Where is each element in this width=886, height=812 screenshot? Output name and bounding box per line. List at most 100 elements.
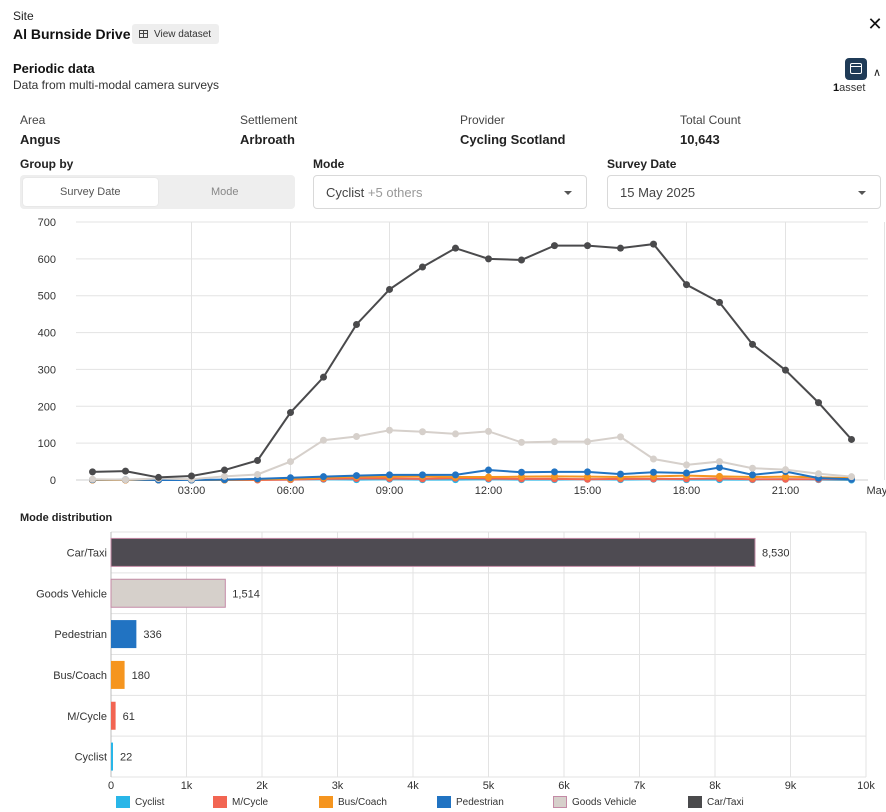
x-tick-label: 09:00 — [376, 485, 404, 497]
meta-key: Area — [20, 113, 46, 127]
x-tick-label: 6k — [558, 780, 570, 792]
mode-select[interactable]: Cyclist +5 others — [313, 175, 587, 209]
bar — [111, 742, 113, 771]
bar — [111, 620, 137, 649]
mode-label: Mode — [313, 157, 345, 171]
data-point — [617, 433, 624, 441]
legend-item[interactable]: Pedestrian — [437, 796, 504, 808]
mode-value: Cyclist — [326, 184, 365, 200]
series-line — [92, 429, 852, 481]
x-tick-label: 18:00 — [673, 485, 701, 497]
data-point — [485, 255, 492, 263]
data-point — [617, 244, 624, 252]
data-point — [89, 468, 96, 476]
data-point — [320, 473, 327, 481]
category-label: Pedestrian — [54, 629, 107, 641]
value-label: 61 — [123, 711, 135, 723]
data-point — [452, 244, 459, 252]
data-point — [419, 428, 426, 436]
data-point — [848, 473, 855, 481]
value-label: 22 — [120, 752, 132, 764]
x-tick-label: 1k — [181, 780, 193, 792]
legend-item[interactable]: Car/Taxi — [688, 796, 744, 808]
survey-date-value: 15 May 2025 — [620, 184, 696, 200]
data-point — [848, 435, 855, 443]
meta-value: Angus — [20, 132, 61, 147]
value-label: 8,530 — [762, 547, 790, 559]
group-by-mode[interactable]: Mode — [210, 186, 239, 198]
data-point — [518, 256, 525, 264]
data-point — [716, 472, 723, 480]
view-dataset-button[interactable]: View dataset — [132, 24, 220, 44]
legend-label: Cyclist — [135, 796, 165, 808]
site-label: Site — [13, 9, 34, 23]
asset-count[interactable]: 1asset — [833, 82, 865, 94]
legend-label: Pedestrian — [456, 796, 504, 808]
x-tick-label: 12:00 — [475, 485, 503, 497]
data-point — [386, 285, 393, 293]
x-tick-label: 10k — [857, 780, 875, 792]
data-point — [815, 399, 822, 407]
group-by-label: Group by — [20, 157, 74, 171]
calendar-asset-icon[interactable] — [845, 58, 867, 80]
data-point — [89, 475, 96, 483]
data-point — [386, 471, 393, 479]
bar — [110, 537, 756, 567]
data-point — [782, 366, 789, 374]
data-point — [287, 409, 294, 417]
legend-item[interactable]: Bus/Coach — [319, 796, 387, 808]
mode-distribution-chart: 0 1k 2k 3k 4k 5k 6k 7k 8k 9k 10k Car/Taxi 8,530 Goods… — [36, 531, 875, 792]
legend-swatch — [213, 796, 227, 808]
data-point — [386, 426, 393, 434]
legend-swatch — [437, 796, 451, 808]
data-point — [617, 470, 624, 478]
group-by-toggle: Survey Date Mode — [20, 175, 295, 209]
x-tick-label: 15:00 — [574, 485, 602, 497]
data-point — [749, 340, 756, 348]
y-tick-label: 600 — [38, 254, 56, 266]
legend-item[interactable]: M/Cycle — [213, 796, 268, 808]
view-dataset-label: View dataset — [154, 28, 212, 40]
x-tick-label: 7k — [634, 780, 646, 792]
legend-swatch — [688, 796, 702, 808]
asset-count-label: asset — [839, 82, 866, 94]
group-by-survey-date[interactable]: Survey Date — [23, 178, 158, 206]
bar — [111, 660, 125, 689]
meta-value: 10,643 — [680, 132, 720, 147]
close-icon[interactable]: ✕ — [867, 14, 883, 34]
legend-swatch — [319, 796, 333, 808]
caret-down-icon — [564, 191, 572, 195]
legend-label: M/Cycle — [232, 796, 269, 808]
series-line — [92, 466, 852, 481]
data-point — [650, 468, 657, 476]
data-point — [188, 472, 195, 480]
data-point — [419, 471, 426, 479]
site-title: Al Burnside Drive — [13, 26, 131, 42]
data-point — [452, 430, 459, 438]
survey-date-select[interactable]: 15 May 2025 — [607, 175, 881, 209]
legend-label: Goods Vehicle — [572, 796, 637, 808]
data-point — [815, 470, 822, 478]
x-tick-label: 9k — [785, 780, 797, 792]
data-point — [650, 240, 657, 248]
bar-chart-title: Mode distribution — [20, 512, 113, 524]
data-point — [221, 472, 228, 480]
data-point — [254, 456, 261, 464]
data-point — [485, 466, 492, 474]
legend-label: Car/Taxi — [707, 796, 744, 808]
x-tick-label: May 16 — [866, 485, 886, 497]
data-point — [518, 468, 525, 476]
x-tick-label: 4k — [407, 780, 419, 792]
legend-item[interactable]: Goods Vehicle — [553, 796, 637, 808]
data-point — [584, 473, 591, 481]
legend-item[interactable]: Cyclist — [116, 796, 164, 808]
category-label: Cyclist — [75, 752, 107, 764]
data-point — [419, 263, 426, 271]
legend-swatch — [116, 796, 130, 808]
mode-extra: +5 others — [367, 184, 423, 200]
data-point — [287, 474, 294, 482]
y-tick-label: 200 — [38, 401, 56, 413]
meta-value: Arbroath — [240, 132, 295, 147]
chevron-up-icon[interactable]: ∧ — [873, 67, 882, 79]
data-point — [353, 320, 360, 328]
